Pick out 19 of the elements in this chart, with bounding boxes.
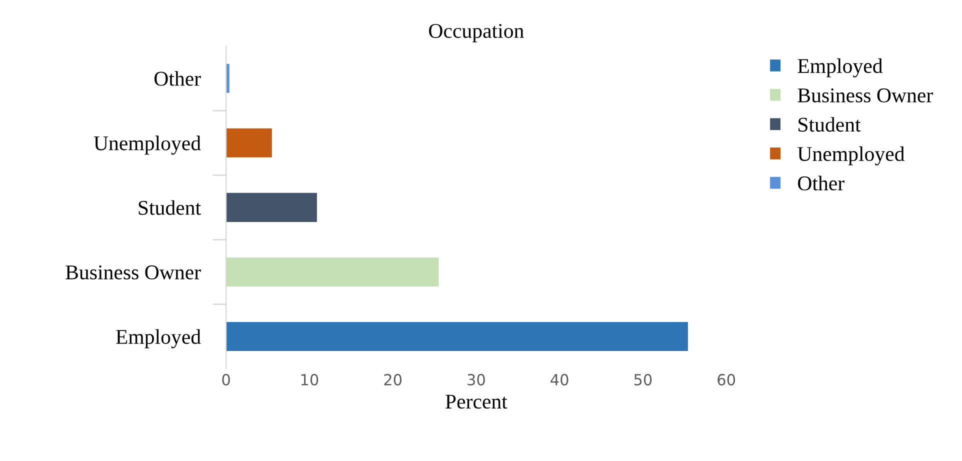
y-tick-label: Student <box>138 200 201 215</box>
legend-label: Unemployed <box>798 146 905 166</box>
legend-label: Other <box>798 176 844 190</box>
x-tick-label: 20 <box>384 374 402 386</box>
y-tick-label: Business Owner <box>66 265 201 280</box>
x-tick-label: 0 <box>222 374 230 386</box>
x-tick-label: 60 <box>718 374 736 386</box>
legend-label: Business Owner <box>798 88 933 102</box>
legend-label: Employed <box>798 58 883 78</box>
x-tick-label: 30 <box>468 374 485 386</box>
chart-title: Occupation <box>429 24 524 42</box>
x-tick-label: 40 <box>550 374 568 386</box>
x-axis-title: Percent <box>446 394 508 409</box>
y-tick-label: Employed <box>116 329 201 348</box>
y-tick-label: Other <box>154 71 201 86</box>
x-tick-label: 10 <box>301 374 318 386</box>
legend-label: Student <box>798 117 861 132</box>
y-tick-label: Unemployed <box>94 136 201 155</box>
x-tick-label: 50 <box>634 374 652 386</box>
